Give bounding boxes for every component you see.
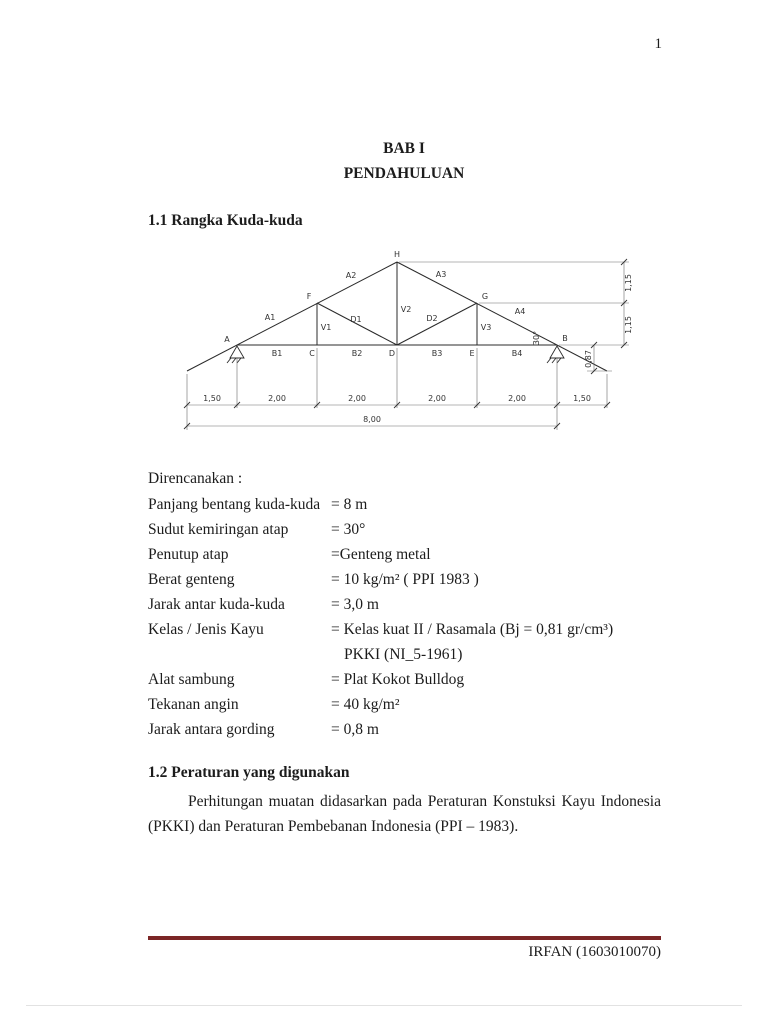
angle-label: 30° bbox=[532, 331, 541, 345]
section-heading-1-2: 1.2 Peraturan yang digunakan bbox=[148, 764, 350, 781]
footer-author: IRFAN (1603010070) bbox=[528, 944, 661, 960]
node-label-g: G bbox=[482, 292, 488, 301]
member-label-a3: A3 bbox=[436, 270, 447, 279]
spec-row: Penutup atap =Genteng metal bbox=[148, 542, 664, 567]
member-label-v1: V1 bbox=[321, 323, 332, 332]
dim-label-right-2: 1,15 bbox=[624, 316, 633, 334]
spec-row: PKKI (NI_5-1961) bbox=[148, 642, 664, 667]
page-number: 1 bbox=[654, 36, 663, 52]
spec-row: Jarak antar kuda-kuda = 3,0 m bbox=[148, 592, 664, 617]
member-label-b2: B2 bbox=[352, 349, 363, 358]
spec-label: Panjang bentang kuda-kuda bbox=[148, 496, 321, 513]
dim-label-overhang: 0,87 bbox=[584, 350, 593, 368]
member-label-a1: A1 bbox=[265, 313, 276, 322]
node-label-c: C bbox=[309, 349, 315, 358]
dim-label-span-6: 1,50 bbox=[573, 394, 591, 403]
chapter-title-line2: PENDAHULUAN bbox=[343, 165, 465, 182]
member-label-b3: B3 bbox=[432, 349, 443, 358]
dim-label-span-5: 2,00 bbox=[508, 394, 526, 403]
member-label-a2: A2 bbox=[346, 271, 357, 280]
truss-diagram: A F H G B C D E A1 A2 A3 A4 B1 B2 B3 B4 … bbox=[183, 250, 633, 430]
member-label-a4: A4 bbox=[515, 307, 526, 316]
section-1-2-paragraph: Perhitungan muatan didasarkan pada Perat… bbox=[148, 793, 661, 835]
dim-label-span-2: 2,00 bbox=[268, 394, 286, 403]
spec-value: = Plat Kokot Bulldog bbox=[331, 671, 465, 688]
dim-label-span-4: 2,00 bbox=[428, 394, 446, 403]
spec-row: Kelas / Jenis Kayu = Kelas kuat II / Ras… bbox=[148, 617, 664, 642]
dim-label-span-1: 1,50 bbox=[203, 394, 221, 403]
dim-label-right-1: 1,15 bbox=[624, 274, 633, 292]
truss-members bbox=[186, 261, 608, 372]
spec-label: Penutup atap bbox=[148, 546, 229, 563]
spec-label: Alat sambung bbox=[148, 671, 235, 688]
spec-label: Kelas / Jenis Kayu bbox=[148, 621, 264, 638]
member-label-v3: V3 bbox=[481, 323, 492, 332]
spec-value: PKKI (NI_5-1961) bbox=[344, 646, 463, 663]
node-label-a: A bbox=[224, 335, 230, 344]
chapter-title: BAB I PENDAHULUAN bbox=[148, 136, 660, 186]
spec-label: Berat genteng bbox=[148, 571, 235, 588]
dimension-ticks bbox=[183, 258, 628, 430]
node-label-b: B bbox=[562, 334, 568, 343]
node-label-h: H bbox=[394, 250, 400, 259]
specs-intro: Direncanakan : bbox=[148, 470, 243, 487]
spec-row: Tekanan angin = 40 kg/m² bbox=[148, 692, 664, 717]
node-label-e: E bbox=[469, 349, 474, 358]
spec-label: Jarak antara gording bbox=[148, 721, 275, 738]
member-label-v2: V2 bbox=[401, 305, 412, 314]
spec-value: =Genteng metal bbox=[331, 546, 431, 563]
footer-rule bbox=[148, 936, 661, 940]
spec-label bbox=[148, 642, 331, 667]
chapter-title-line1: BAB I bbox=[383, 140, 425, 157]
spec-value: = 30° bbox=[331, 521, 366, 538]
spec-row: Berat genteng = 10 kg/m² ( PPI 1983 ) bbox=[148, 567, 664, 592]
dim-label-total: 8,00 bbox=[363, 415, 381, 424]
spec-row: Panjang bentang kuda-kuda = 8 m bbox=[148, 492, 664, 517]
spec-label: Jarak antar kuda-kuda bbox=[148, 596, 285, 613]
dim-label-span-3: 2,00 bbox=[348, 394, 366, 403]
design-specs: Direncanakan : Panjang bentang kuda-kuda… bbox=[148, 466, 664, 742]
spec-label: Tekanan angin bbox=[148, 696, 239, 713]
spec-value: = 0,8 m bbox=[331, 721, 379, 738]
spec-label: Sudut kemiringan atap bbox=[148, 521, 289, 538]
spec-value: = 8 m bbox=[331, 496, 368, 513]
spec-row: Sudut kemiringan atap = 30° bbox=[148, 517, 664, 542]
member-label-b4: B4 bbox=[512, 349, 523, 358]
spec-value: = Kelas kuat II / Rasamala (Bj = 0,81 gr… bbox=[331, 621, 614, 638]
node-label-f: F bbox=[307, 292, 312, 301]
spec-row: Alat sambung = Plat Kokot Bulldog bbox=[148, 667, 664, 692]
member-label-d2: D2 bbox=[426, 314, 437, 323]
spec-value: = 40 kg/m² bbox=[331, 696, 400, 713]
member-label-b1: B1 bbox=[272, 349, 283, 358]
spec-value: = 10 kg/m² ( PPI 1983 ) bbox=[331, 571, 479, 588]
dimension-lines bbox=[186, 261, 629, 430]
spec-row: Jarak antara gording = 0,8 m bbox=[148, 717, 664, 742]
member-label-d1: D1 bbox=[350, 315, 361, 324]
spec-value: = 3,0 m bbox=[331, 596, 379, 613]
page-bottom-edge bbox=[26, 1005, 742, 1006]
section-heading-1-1: 1.1 Rangka Kuda-kuda bbox=[148, 212, 303, 229]
node-label-d: D bbox=[389, 349, 395, 358]
